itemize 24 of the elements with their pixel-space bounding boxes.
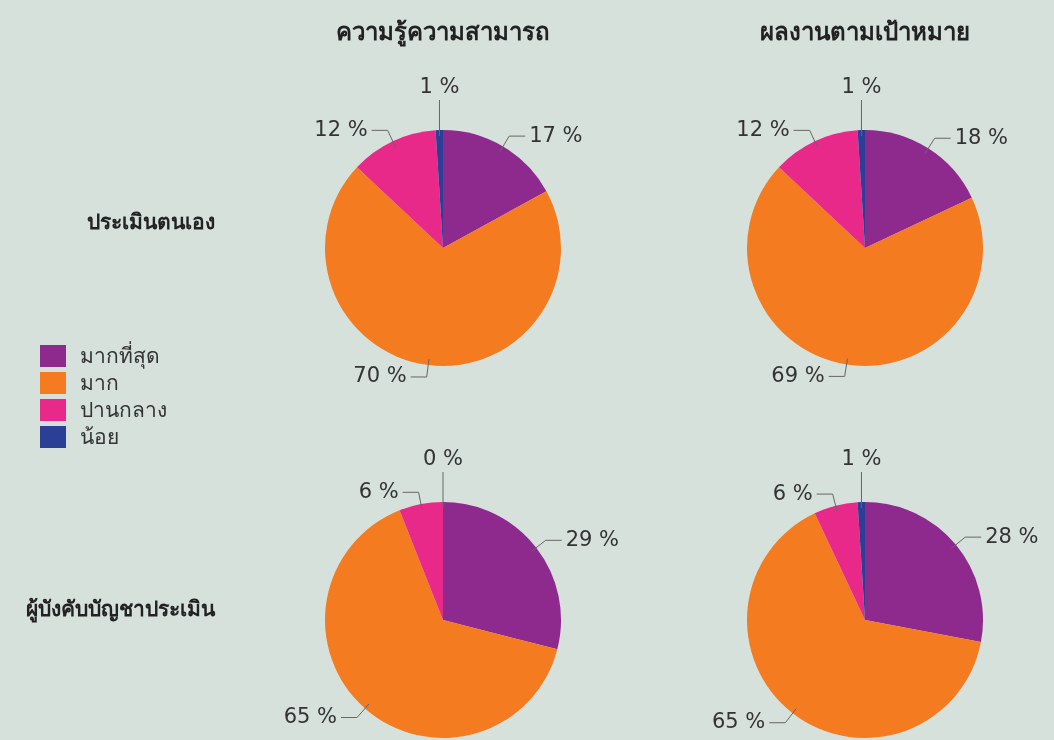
legend-label: มาก (80, 371, 119, 395)
data-label: 70 % (353, 363, 407, 388)
data-label: 17 % (529, 122, 583, 147)
data-label: 28 % (985, 523, 1039, 548)
chart-title: ความรู้ความสามารถ (335, 17, 551, 49)
text: ประเมินตนเอง (87, 209, 215, 236)
data-label: 65 % (711, 709, 766, 734)
data-label: 6 % (358, 478, 399, 503)
chart-title: ผลงานตามเป้าหมาย (759, 17, 971, 48)
text: 0 % (423, 445, 463, 470)
data-label: 6 % (772, 480, 813, 505)
data-label: 69 % (771, 362, 825, 387)
data-label: 1 % (419, 73, 460, 98)
data-label: 1 % (841, 73, 882, 98)
data-label: 12 % (736, 116, 790, 141)
legend-label: มากที่สุด (80, 340, 160, 371)
data-label: 29 % (565, 526, 620, 551)
data-label: 65 % (283, 703, 338, 728)
data-label: 1 % (841, 445, 882, 470)
data-label: 18 % (954, 124, 1009, 149)
legend-label: น้อย (80, 425, 119, 449)
legend-label: ปานกลาง (80, 398, 167, 422)
data-label: 12 % (314, 116, 368, 141)
text: ผู้บังคับบัญชาประเมิน (26, 596, 215, 625)
